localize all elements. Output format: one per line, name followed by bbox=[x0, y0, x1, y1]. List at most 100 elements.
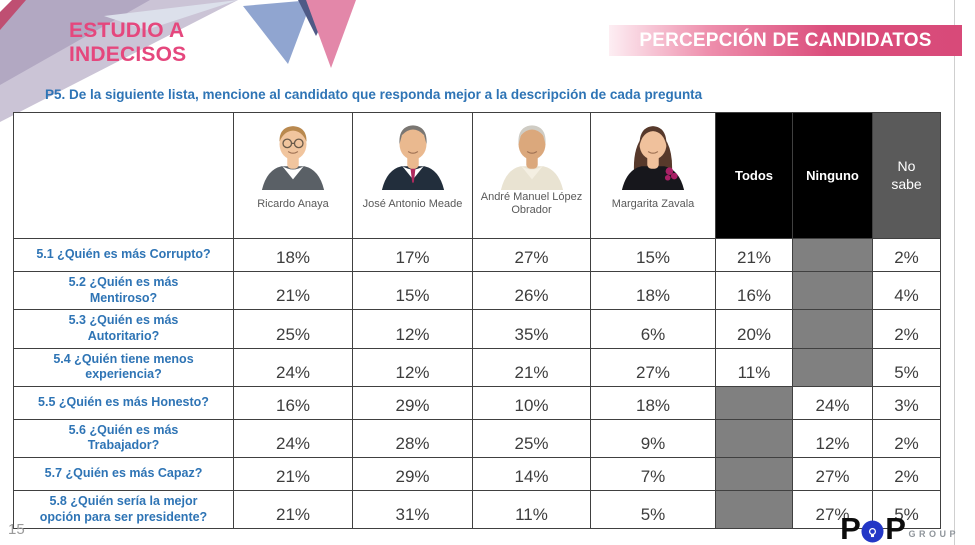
column-header-todos: Todos bbox=[715, 112, 793, 239]
question-cell: 5.5 ¿Quién es más Honesto? bbox=[13, 385, 234, 420]
value-cell: 31% bbox=[352, 489, 473, 530]
table-row: 5.6 ¿Quién es más Trabajador? 24% 28% 25% 9%… bbox=[13, 418, 941, 459]
value-cell: 12% bbox=[352, 347, 473, 387]
question-cell: 5.2 ¿Quién es más Mentiroso? bbox=[13, 270, 234, 311]
value-cell: 6% bbox=[590, 309, 716, 349]
question-cell: 5.1 ¿Quién es más Corrupto? bbox=[13, 238, 234, 272]
value-cell: 14% bbox=[472, 457, 591, 491]
value-cell: 15% bbox=[590, 238, 716, 272]
ricardo-anaya-photo bbox=[251, 118, 335, 190]
table-row: 5.1 ¿Quién es más Corrupto? 18% 17% 27% 15% 2… bbox=[13, 238, 941, 272]
table-row: 5.4 ¿Quién tiene menos experiencia? 24% 12… bbox=[13, 347, 941, 387]
blocked-cell bbox=[715, 489, 793, 530]
page-number: 15 bbox=[8, 521, 25, 538]
value-cell: 5% bbox=[872, 489, 941, 530]
question-cell: 5.3 ¿Quién es más Autoritario? bbox=[13, 309, 234, 349]
value-cell: 21% bbox=[233, 270, 353, 311]
value-cell: 16% bbox=[715, 270, 793, 311]
question-heading: P5. De la siguiente lista, mencione al c… bbox=[45, 87, 703, 102]
value-cell: 24% bbox=[792, 385, 873, 420]
candidate-header: José Antonio Meade bbox=[352, 112, 473, 239]
value-cell: 2% bbox=[872, 418, 941, 459]
question-cell: 5.7 ¿Quién es más Capaz? bbox=[13, 457, 234, 491]
lightbulb-icon bbox=[861, 520, 884, 543]
value-cell: 16% bbox=[233, 385, 353, 420]
value-cell: 28% bbox=[352, 418, 473, 459]
blocked-cell bbox=[792, 309, 873, 349]
blocked-cell bbox=[792, 347, 873, 387]
candidate-name: Margarita Zavala bbox=[611, 197, 695, 210]
column-header-ninguno: Ninguno bbox=[792, 112, 873, 239]
value-cell: 7% bbox=[590, 457, 716, 491]
value-cell: 12% bbox=[352, 309, 473, 349]
section-title-line2: INDECISOS bbox=[69, 42, 187, 66]
table-row: 5.7 ¿Quién es más Capaz? 21% 29% 14% 7% 27% 2% bbox=[13, 457, 941, 491]
margarita-zavala-photo bbox=[611, 118, 695, 190]
candidate-name: André Manuel López Obrador bbox=[480, 191, 583, 216]
candidate-header: Ricardo Anaya bbox=[233, 112, 353, 239]
value-cell: 20% bbox=[715, 309, 793, 349]
value-cell: 25% bbox=[472, 418, 591, 459]
value-cell: 24% bbox=[233, 418, 353, 459]
value-cell: 17% bbox=[352, 238, 473, 272]
value-cell: 10% bbox=[472, 385, 591, 420]
question-cell: 5.8 ¿Quién sería la mejor opción para se… bbox=[13, 489, 234, 530]
table-row: 5.5 ¿Quién es más Honesto? 16% 29% 10% 18% 24… bbox=[13, 385, 941, 420]
question-cell: 5.6 ¿Quién es más Trabajador? bbox=[13, 418, 234, 459]
value-cell: 15% bbox=[352, 270, 473, 311]
candidate-header: Margarita Zavala bbox=[590, 112, 716, 239]
candidate-name: José Antonio Meade bbox=[362, 197, 463, 210]
value-cell: 29% bbox=[352, 385, 473, 420]
section-title: ESTUDIO A INDECISOS bbox=[69, 19, 186, 66]
table-header-row: Ricardo Anaya José Antonio Meade André Man… bbox=[13, 112, 941, 239]
table-row: 5.2 ¿Quién es más Mentiroso? 21% 15% 26% 18%… bbox=[13, 270, 941, 311]
value-cell: 21% bbox=[715, 238, 793, 272]
value-cell: 35% bbox=[472, 309, 591, 349]
andres-manuel-lopez-obrador-photo bbox=[490, 118, 574, 190]
blocked-cell bbox=[715, 418, 793, 459]
logo-group-text: GROUP bbox=[908, 529, 959, 539]
value-cell: 21% bbox=[233, 457, 353, 491]
logo-letter-p1: P bbox=[840, 510, 861, 545]
column-header-no-sabe: No sabe bbox=[872, 112, 941, 239]
value-cell: 24% bbox=[233, 347, 353, 387]
slide-title-banner: PERCEPCIÓN DE CANDIDATOS bbox=[609, 25, 962, 56]
value-cell: 26% bbox=[472, 270, 591, 311]
value-cell: 27% bbox=[792, 457, 873, 491]
blocked-cell bbox=[715, 457, 793, 491]
corner-cell bbox=[13, 112, 234, 239]
value-cell: 27% bbox=[792, 489, 873, 530]
value-cell: 3% bbox=[872, 385, 941, 420]
value-cell: 2% bbox=[872, 309, 941, 349]
value-cell: 5% bbox=[872, 347, 941, 387]
value-cell: 21% bbox=[472, 347, 591, 387]
blocked-cell bbox=[715, 385, 793, 420]
section-title-line1: ESTUDIO A bbox=[69, 19, 185, 42]
value-cell: 9% bbox=[590, 418, 716, 459]
value-cell: 12% bbox=[792, 418, 873, 459]
value-cell: 25% bbox=[233, 309, 353, 349]
table-row: 5.8 ¿Quién sería la mejor opción para se… bbox=[13, 489, 941, 530]
value-cell: 2% bbox=[872, 457, 941, 491]
candidate-name: Ricardo Anaya bbox=[257, 197, 329, 210]
blocked-cell bbox=[792, 238, 873, 272]
value-cell: 18% bbox=[233, 238, 353, 272]
candidate-header: André Manuel López Obrador bbox=[472, 112, 591, 239]
question-cell: 5.4 ¿Quién tiene menos experiencia? bbox=[13, 347, 234, 387]
value-cell: 18% bbox=[590, 270, 716, 311]
value-cell: 18% bbox=[590, 385, 716, 420]
value-cell: 27% bbox=[472, 238, 591, 272]
value-cell: 29% bbox=[352, 457, 473, 491]
value-cell: 11% bbox=[472, 489, 591, 530]
value-cell: 2% bbox=[872, 238, 941, 272]
table-row: 5.3 ¿Quién es más Autoritario? 25% 12% 35% 6… bbox=[13, 309, 941, 349]
logo-letter-p2: P bbox=[885, 510, 906, 545]
perception-table: Ricardo Anaya José Antonio Meade André Man… bbox=[13, 112, 941, 530]
pop-group-logo: P P GROUP bbox=[840, 510, 959, 545]
value-cell: 27% bbox=[590, 347, 716, 387]
value-cell: 11% bbox=[715, 347, 793, 387]
jose-antonio-meade-photo bbox=[371, 118, 455, 190]
value-cell: 21% bbox=[233, 489, 353, 530]
slide-title: PERCEPCIÓN DE CANDIDATOS bbox=[639, 29, 932, 51]
